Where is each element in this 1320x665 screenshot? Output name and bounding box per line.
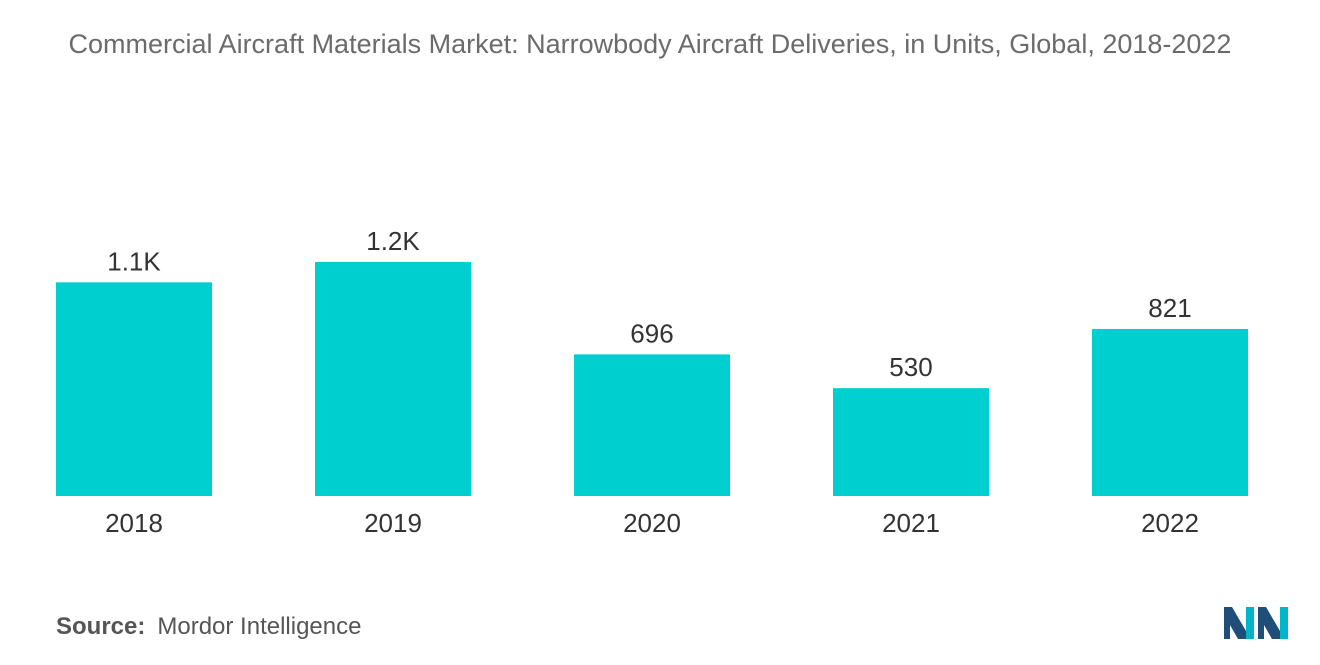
bar-2019 [315,262,471,496]
bar-2021 [833,388,989,496]
mordor-intelligence-logo-icon [1224,607,1288,639]
x-tick-label-2020: 2020 [623,508,681,538]
x-axis-ticks: 2018 2019 2020 2021 2022 [105,508,1199,538]
bar-2020 [574,354,730,496]
source-text: Mordor Intelligence [157,613,362,640]
x-tick-label-2022: 2022 [1141,508,1199,538]
x-tick-label-2019: 2019 [364,508,422,538]
x-tick-label-2018: 2018 [105,508,163,538]
value-label-2020: 696 [630,318,673,348]
source-label: Source: [56,613,146,640]
bar-chart: 1.1K 1.2K 696 530 821 2018 2019 2020 2021 2022 [56,226,1248,538]
value-label-2019: 1.2K [366,226,420,256]
value-labels-layer: 1.1K 1.2K 696 530 821 [107,226,1191,382]
source-attribution: Source: Mordor Intelligence [56,613,361,641]
x-tick-label-2021: 2021 [882,508,940,538]
value-label-2021: 530 [889,352,932,382]
chart-title: Commercial Aircraft Materials Market: Na… [68,29,1232,59]
bar-2022 [1092,328,1248,496]
value-label-2018: 1.1K [107,246,161,276]
bars-layer [56,262,1248,496]
value-label-2022: 821 [1148,293,1191,323]
bar-2018 [56,282,212,496]
